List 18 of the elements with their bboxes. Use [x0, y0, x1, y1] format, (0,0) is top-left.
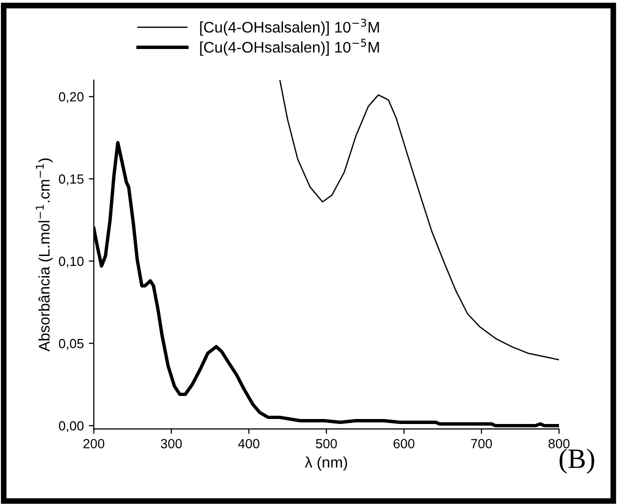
y-tick-label: 0,20: [58, 92, 84, 104]
text: (B): [560, 448, 594, 474]
x-tick-label: 500: [316, 438, 337, 448]
x-tick-label: 200: [83, 438, 104, 448]
x-axis-title: λ (nm): [304, 456, 348, 471]
x-tick-label: 800: [548, 438, 570, 448]
y-tick-label: 0,10: [58, 256, 84, 268]
y-tick-label: 0,05: [58, 338, 84, 350]
legend-label: [Cu(4-OHsalsalen)] 10$^{−5}$M: [200, 38, 379, 56]
x-tick-label: 600: [394, 438, 414, 448]
x-tick-label: 300: [160, 438, 182, 448]
y-tick-label: 0,00: [58, 421, 84, 432]
y-axis-title: Absorbância (L.mol$^{−1}$.cm$^{−1}$): [36, 158, 53, 352]
line-series: [279, 80, 559, 360]
y-tick-label: 0,15: [58, 174, 84, 186]
legend-label: [Cu(4-OHsalsalen)] 10$^{−3}$M: [200, 18, 379, 36]
x-tick-label: 400: [238, 438, 260, 448]
x-tick-label: 700: [471, 438, 492, 448]
